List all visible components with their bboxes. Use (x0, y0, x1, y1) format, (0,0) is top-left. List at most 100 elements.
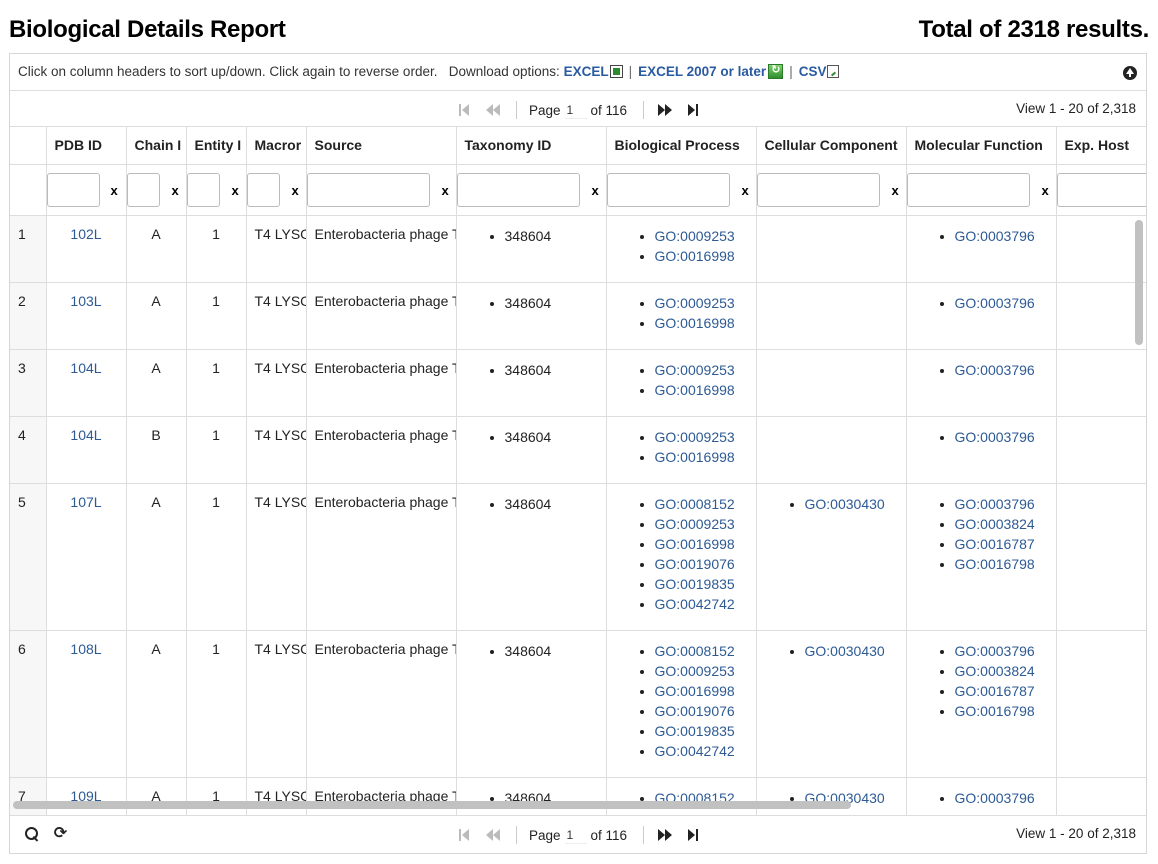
go-term-link[interactable]: GO:0003796 (954, 789, 1035, 806)
pdb-id-link[interactable]: 102L (70, 225, 102, 242)
column-header-macromolecule[interactable]: Macror (246, 127, 307, 165)
go-term-link[interactable]: GO:0003796 (954, 227, 1035, 244)
column-header-taxonomy-id[interactable]: Taxonomy ID (456, 127, 607, 165)
clear-filter-button[interactable]: x (110, 182, 118, 198)
clear-filter-button[interactable]: x (891, 182, 899, 198)
go-term-link[interactable]: GO:0042742 (654, 595, 735, 612)
go-term-link[interactable]: GO:0019835 (654, 575, 735, 592)
download-excel2007-link[interactable]: EXCEL 2007 or later (638, 63, 784, 79)
filter-input-source[interactable] (306, 172, 430, 207)
column-header-exp-host[interactable]: Exp. Host (1056, 127, 1146, 165)
page-number-input[interactable] (564, 826, 587, 844)
go-term-link[interactable]: GO:0016998 (654, 381, 735, 398)
clear-filter-button[interactable]: x (591, 182, 599, 198)
go-term-link[interactable]: GO:0003796 (954, 294, 1035, 311)
column-header-biological-process[interactable]: Biological Process (606, 127, 757, 165)
filter-input-chain-id[interactable] (126, 172, 160, 207)
download-csv-link[interactable]: CSV (799, 64, 840, 79)
prev-page-icon[interactable] (484, 827, 504, 843)
row-number: 5 (10, 483, 47, 631)
macromolecule-cell: T4 LYSC (246, 777, 307, 815)
go-term-link[interactable]: GO:0016787 (954, 535, 1035, 552)
column-header-source[interactable]: Source (306, 127, 457, 165)
go-term-link[interactable]: GO:0019835 (654, 722, 735, 739)
clear-filter-button[interactable]: x (1041, 182, 1049, 198)
column-header-pdb-id[interactable]: PDB ID (46, 127, 127, 165)
clear-filter-button[interactable]: x (291, 182, 299, 198)
go-term-link[interactable]: GO:0016998 (654, 682, 735, 699)
go-term-link[interactable]: GO:0003796 (954, 428, 1035, 445)
biological-process-cell: GO:0008152 GO:0009253 GO:0016998 GO:0019… (606, 630, 757, 778)
prev-page-icon[interactable] (484, 102, 504, 118)
pdb-id-link[interactable]: 104L (70, 359, 102, 376)
next-page-icon[interactable] (656, 827, 676, 843)
pdb-id-link[interactable]: 103L (70, 292, 102, 309)
go-term-link[interactable]: GO:0016998 (654, 247, 735, 264)
refresh-icon[interactable]: ⟳ (53, 825, 68, 842)
last-page-icon[interactable] (684, 102, 704, 118)
pdb-id-link[interactable]: 104L (70, 426, 102, 443)
go-term-link[interactable]: GO:0009253 (654, 428, 735, 445)
next-page-icon[interactable] (656, 102, 676, 118)
go-term-link[interactable]: GO:0016998 (654, 535, 735, 552)
column-header-cellular-component[interactable]: Cellular Component (756, 127, 907, 165)
chain-id-cell: A (126, 630, 187, 778)
first-page-icon[interactable] (456, 827, 476, 843)
header-row: PDB ID Chain I Entity I Macror Source Ta… (10, 127, 1146, 165)
go-term-link[interactable]: GO:0009253 (654, 515, 735, 532)
go-term-link[interactable]: GO:0009253 (654, 227, 735, 244)
collapse-grid-icon[interactable] (1123, 66, 1137, 80)
go-term-link[interactable]: GO:0019076 (654, 555, 735, 572)
column-header-chain-id[interactable]: Chain I (126, 127, 187, 165)
column-header-entity-id[interactable]: Entity I (186, 127, 247, 165)
filter-input-taxonomy-id[interactable] (456, 172, 580, 207)
macromolecule-cell: T4 LYSC (246, 416, 307, 484)
filter-input-biological-process[interactable] (606, 172, 730, 207)
last-page-icon[interactable] (684, 827, 704, 843)
go-term-link[interactable]: GO:0016798 (954, 702, 1035, 719)
pdb-id-cell: 109L (46, 777, 127, 815)
clear-filter-button[interactable]: x (171, 182, 179, 198)
excel-icon (609, 65, 623, 78)
go-term-link[interactable]: GO:0003796 (954, 495, 1035, 512)
go-term-link[interactable]: GO:0016998 (654, 448, 735, 465)
filter-input-macromolecule[interactable] (246, 172, 280, 207)
search-icon[interactable] (25, 827, 39, 841)
filter-input-pdb-id[interactable] (46, 172, 100, 207)
go-term-link[interactable]: GO:0016998 (654, 314, 735, 331)
go-term-link[interactable]: GO:0030430 (804, 642, 885, 659)
download-excel-link[interactable]: EXCEL (564, 64, 623, 79)
filter-input-cellular-component[interactable] (756, 172, 880, 207)
pager-controls: Page of 116 (456, 825, 712, 845)
page-number-input[interactable] (564, 101, 587, 119)
vertical-scrollbar[interactable] (1135, 220, 1143, 345)
clear-filter-button[interactable]: x (231, 182, 239, 198)
clear-filter-button[interactable]: x (741, 182, 749, 198)
go-term-link[interactable]: GO:0030430 (804, 495, 885, 512)
go-term-link[interactable]: GO:0003824 (954, 515, 1035, 532)
clear-filter-button[interactable]: x (441, 182, 449, 198)
go-term-link[interactable]: GO:0003796 (954, 642, 1035, 659)
go-term-link[interactable]: GO:0009253 (654, 294, 735, 311)
row-number: 1 (10, 215, 47, 283)
pdb-id-link[interactable]: 107L (70, 493, 102, 510)
go-term-link[interactable]: GO:0003824 (954, 662, 1035, 679)
go-term-link[interactable]: GO:0008152 (654, 642, 735, 659)
go-term-link[interactable]: GO:0003796 (954, 361, 1035, 378)
pdb-id-link[interactable]: 109L (70, 787, 102, 804)
go-term-link[interactable]: GO:0016798 (954, 555, 1035, 572)
go-term-link[interactable]: GO:0008152 (654, 495, 735, 512)
go-term-link[interactable]: GO:0019076 (654, 702, 735, 719)
go-term-link[interactable]: GO:0009253 (654, 662, 735, 679)
pdb-id-link[interactable]: 108L (70, 640, 102, 657)
go-term-link[interactable]: GO:0009253 (654, 361, 735, 378)
column-header-molecular-function[interactable]: Molecular Function (906, 127, 1057, 165)
filter-input-entity-id[interactable] (186, 172, 220, 207)
pager-divider (643, 101, 645, 119)
go-term-link[interactable]: GO:0016787 (954, 682, 1035, 699)
filter-input-molecular-function[interactable] (906, 172, 1030, 207)
horizontal-scrollbar[interactable] (13, 801, 851, 809)
filter-input-exp-host[interactable] (1056, 172, 1146, 207)
go-term-link[interactable]: GO:0042742 (654, 742, 735, 759)
first-page-icon[interactable] (456, 102, 476, 118)
